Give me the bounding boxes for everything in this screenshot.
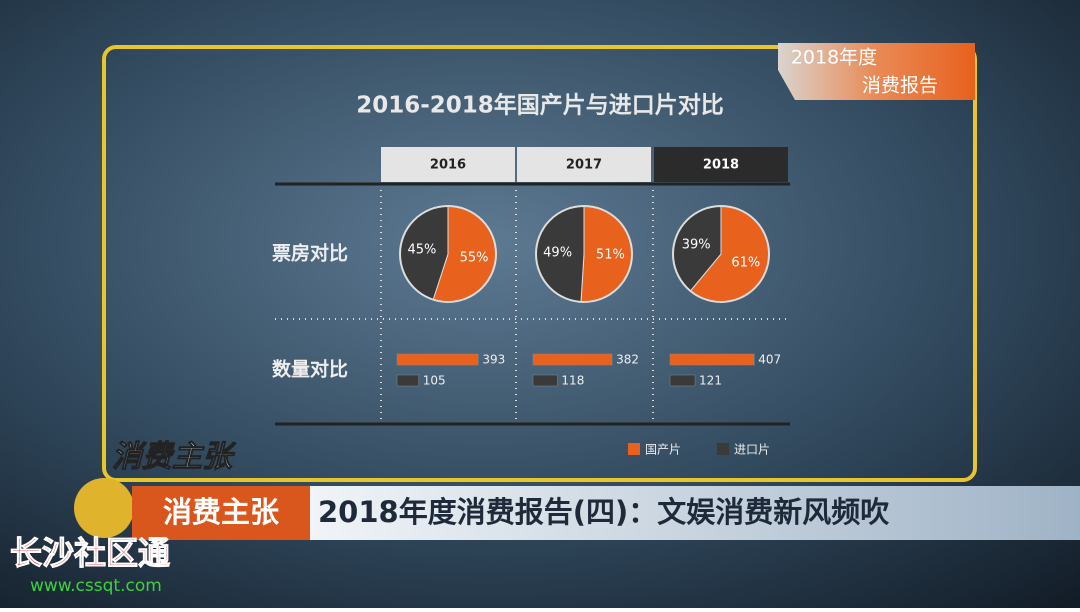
year-header-text: 2017: [566, 158, 602, 173]
year-header-text: 2016: [430, 158, 466, 173]
legend-swatch: [628, 443, 640, 455]
year-header-text: 2018: [703, 158, 739, 173]
watermark-name: 长沙社区通: [10, 534, 170, 572]
slice-label: 45%: [407, 242, 436, 257]
banner-tag: [132, 486, 310, 540]
logo-text: 消费主张: [112, 440, 237, 475]
dividers: [275, 190, 790, 420]
logo: 消费主张: [112, 439, 238, 475]
pie-rim: [672, 205, 770, 303]
slice-label: 39%: [682, 238, 711, 253]
slice-label: 55%: [460, 251, 489, 266]
year-header: [654, 147, 788, 182]
bar: [532, 374, 558, 387]
badge-text: 2018年度: [791, 47, 877, 69]
badge: [778, 43, 975, 100]
bar-label: 118: [561, 374, 584, 388]
row-label: 数量对比: [272, 358, 348, 381]
legend-text: 进口片: [734, 443, 770, 457]
bar: [669, 353, 755, 366]
row-label: 票房对比: [272, 242, 348, 265]
legend-text: 国产片: [645, 443, 681, 457]
banner-bar: [310, 486, 1080, 540]
panel-title: 2016-2018年国产片与进口片对比: [356, 92, 724, 119]
bar-label: 393: [482, 353, 505, 367]
bar-label: 105: [423, 374, 446, 388]
slice-label: 51%: [596, 247, 625, 262]
bar: [396, 374, 419, 387]
bar-label: 407: [758, 353, 781, 367]
badge-text: 消费报告: [862, 75, 938, 97]
panel-frame: [102, 45, 977, 482]
bar: [396, 353, 479, 366]
pie-rim: [399, 205, 497, 303]
year-header: [517, 147, 651, 182]
globe-icon: [74, 478, 134, 538]
banner-tag-text: 消费主张: [163, 495, 280, 529]
bar: [532, 353, 613, 366]
pie-rim: [535, 205, 633, 303]
slice-label: 49%: [543, 246, 572, 261]
bar-label: 382: [616, 353, 639, 367]
bar: [669, 374, 696, 387]
bar-label: 121: [699, 374, 722, 388]
banner-headline: 2018年度消费报告(四)：文娱消费新风频吹: [318, 495, 889, 529]
year-header: [381, 147, 515, 182]
legend-swatch: [717, 443, 729, 455]
slice-label: 61%: [731, 255, 760, 270]
watermark-url: www.cssqt.com: [30, 576, 162, 596]
